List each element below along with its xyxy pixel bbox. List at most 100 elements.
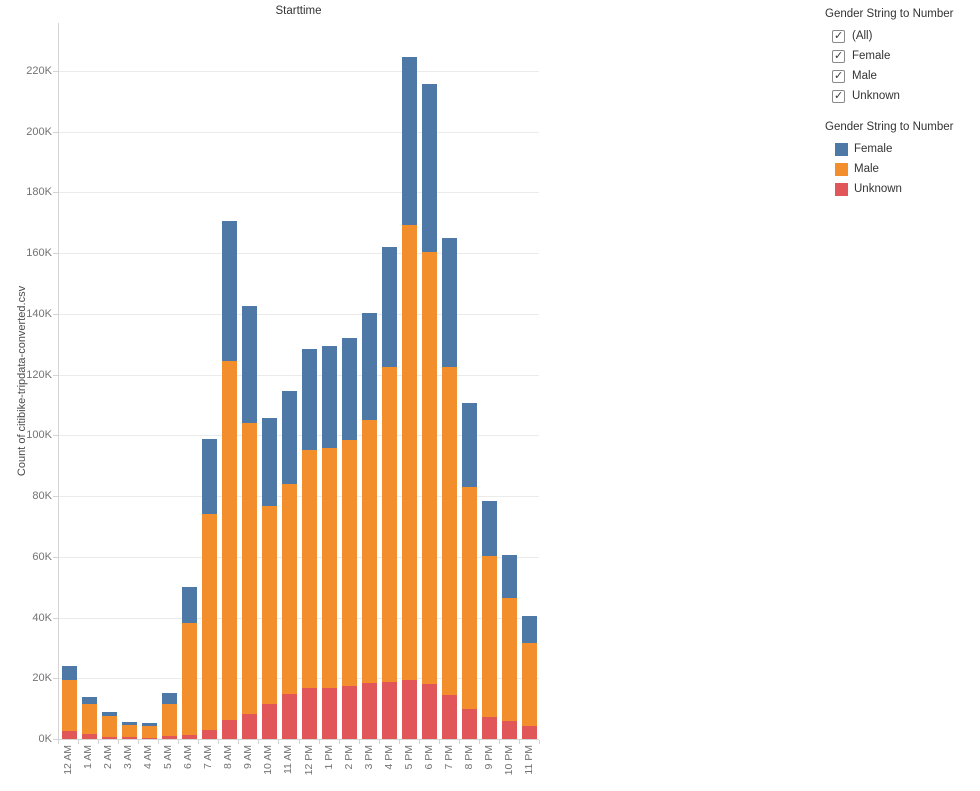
bar-segment-male-9am[interactable] — [241, 423, 257, 715]
bar-segment-unknown-11pm[interactable] — [522, 725, 538, 739]
bar-segment-female-11pm[interactable] — [522, 616, 538, 644]
y-tick-label: 140K — [26, 307, 52, 320]
bar-segment-female-2am[interactable] — [101, 712, 117, 717]
bar-segment-unknown-12am[interactable] — [61, 731, 77, 739]
bar-segment-unknown-6am[interactable] — [181, 734, 197, 739]
bar-segment-male-2am[interactable] — [101, 716, 117, 737]
x-tick-label-text: 1 AM — [82, 745, 95, 769]
y-tick-label: 160K — [26, 247, 52, 260]
bar-segment-unknown-9am[interactable] — [241, 714, 257, 739]
bar-segment-female-9pm[interactable] — [482, 501, 498, 557]
bar-segment-male-11pm[interactable] — [522, 643, 538, 726]
bar-segment-female-12pm[interactable] — [302, 349, 318, 451]
checkbox-icon[interactable] — [832, 29, 845, 43]
bar-segment-unknown-2am[interactable] — [101, 736, 117, 739]
bar-segment-female-4am[interactable] — [141, 722, 157, 726]
y-tick-mark — [53, 313, 58, 315]
bar-segment-unknown-3am[interactable] — [121, 736, 137, 739]
bar-segment-male-3pm[interactable] — [362, 420, 378, 684]
bar-segment-male-11am[interactable] — [281, 483, 297, 695]
bar-segment-male-7pm[interactable] — [442, 367, 458, 695]
bar-segment-male-10pm[interactable] — [502, 598, 518, 722]
bar-segment-unknown-4am[interactable] — [141, 738, 157, 739]
legend-item-male[interactable]: Male — [825, 159, 975, 179]
bar-segment-unknown-6pm[interactable] — [422, 684, 438, 739]
x-boundary-tick — [158, 740, 160, 744]
bar-segment-unknown-11am[interactable] — [281, 694, 297, 739]
bar-segment-male-5am[interactable] — [161, 704, 177, 736]
bar-segment-unknown-8am[interactable] — [221, 719, 237, 739]
bar-segment-female-3am[interactable] — [121, 721, 137, 726]
bar-segment-female-8am[interactable] — [221, 221, 237, 362]
x-tick-label-text: 2 AM — [102, 745, 115, 769]
bar-segment-female-2pm[interactable] — [342, 338, 358, 441]
bar-segment-unknown-5am[interactable] — [161, 735, 177, 739]
x-boundary-tick — [78, 740, 80, 744]
bar-segment-unknown-9pm[interactable] — [482, 717, 498, 739]
y-tick-label: 200K — [26, 125, 52, 138]
bar-segment-unknown-1pm[interactable] — [322, 688, 338, 739]
bar-segment-female-9am[interactable] — [241, 306, 257, 424]
filter-item-male[interactable]: Male — [825, 66, 975, 86]
bar-segment-female-7pm[interactable] — [442, 238, 458, 368]
bar-segment-unknown-7pm[interactable] — [442, 694, 458, 739]
bar-segment-female-10am[interactable] — [261, 418, 277, 507]
bar-segment-male-12pm[interactable] — [302, 450, 318, 688]
bar-segment-male-10am[interactable] — [261, 506, 277, 705]
bar-segment-female-4pm[interactable] — [382, 247, 398, 368]
bar-segment-unknown-12pm[interactable] — [302, 687, 318, 739]
bar-segment-male-4am[interactable] — [141, 725, 157, 739]
bar-segment-female-10pm[interactable] — [502, 554, 518, 599]
x-boundary-tick — [418, 740, 420, 744]
bar-segment-unknown-10am[interactable] — [261, 704, 277, 739]
bar-segment-female-12am[interactable] — [61, 666, 77, 681]
checkbox-icon[interactable] — [832, 89, 845, 103]
x-boundary-tick — [518, 740, 520, 744]
bar-segment-male-12am[interactable] — [61, 680, 77, 732]
filter-item-female[interactable]: Female — [825, 46, 975, 66]
bar-segment-unknown-3pm[interactable] — [362, 683, 378, 739]
x-tick-label-text: 7 PM — [442, 745, 455, 770]
legend-item-unknown[interactable]: Unknown — [825, 179, 975, 199]
bar-segment-unknown-1am[interactable] — [81, 734, 97, 739]
bar-segment-male-7am[interactable] — [201, 514, 217, 730]
bar-segment-male-8am[interactable] — [221, 361, 237, 720]
filter-item-all[interactable]: (All) — [825, 26, 975, 46]
bar-segment-unknown-7am[interactable] — [201, 729, 217, 739]
x-tick-label: 11 PM — [522, 745, 536, 791]
bar-segment-male-5pm[interactable] — [402, 224, 418, 681]
bar-segment-male-4pm[interactable] — [382, 367, 398, 683]
y-tick-mark — [53, 739, 58, 740]
checkbox-icon[interactable] — [832, 69, 845, 83]
checkbox-icon[interactable] — [832, 49, 845, 63]
bar-segment-unknown-2pm[interactable] — [342, 685, 358, 739]
bar-segment-male-3am[interactable] — [121, 725, 137, 737]
bar-segment-female-3pm[interactable] — [362, 312, 378, 421]
x-tick-label-text: 1 PM — [322, 745, 335, 770]
bar-segment-male-1pm[interactable] — [322, 447, 338, 689]
bar-segment-unknown-4pm[interactable] — [382, 682, 398, 739]
y-tick-mark — [53, 192, 58, 194]
bar-segment-female-7am[interactable] — [201, 439, 217, 514]
bar-segment-female-1pm[interactable] — [322, 346, 338, 448]
bar-segment-female-5pm[interactable] — [402, 57, 418, 225]
bar-segment-male-9pm[interactable] — [482, 556, 498, 718]
male-color-swatch-icon — [835, 162, 848, 176]
bar-segment-male-6am[interactable] — [181, 622, 197, 735]
bar-segment-unknown-5pm[interactable] — [402, 680, 418, 739]
bar-segment-male-1am[interactable] — [81, 704, 97, 735]
bar-segment-female-6pm[interactable] — [422, 84, 438, 252]
legend-item-female[interactable]: Female — [825, 139, 975, 159]
bar-segment-female-11am[interactable] — [281, 391, 297, 484]
bar-segment-female-6am[interactable] — [181, 586, 197, 623]
bar-segment-female-1am[interactable] — [81, 697, 97, 705]
bar-segment-female-8pm[interactable] — [462, 403, 478, 487]
bar-segment-unknown-10pm[interactable] — [502, 721, 518, 739]
bar-segment-female-5am[interactable] — [161, 692, 177, 705]
x-tick-label: 3 AM — [121, 745, 135, 791]
bar-segment-male-2pm[interactable] — [342, 440, 358, 686]
bar-segment-male-8pm[interactable] — [462, 486, 478, 709]
bar-segment-unknown-8pm[interactable] — [462, 708, 478, 739]
bar-segment-male-6pm[interactable] — [422, 251, 438, 685]
filter-item-unknown[interactable]: Unknown — [825, 86, 975, 106]
